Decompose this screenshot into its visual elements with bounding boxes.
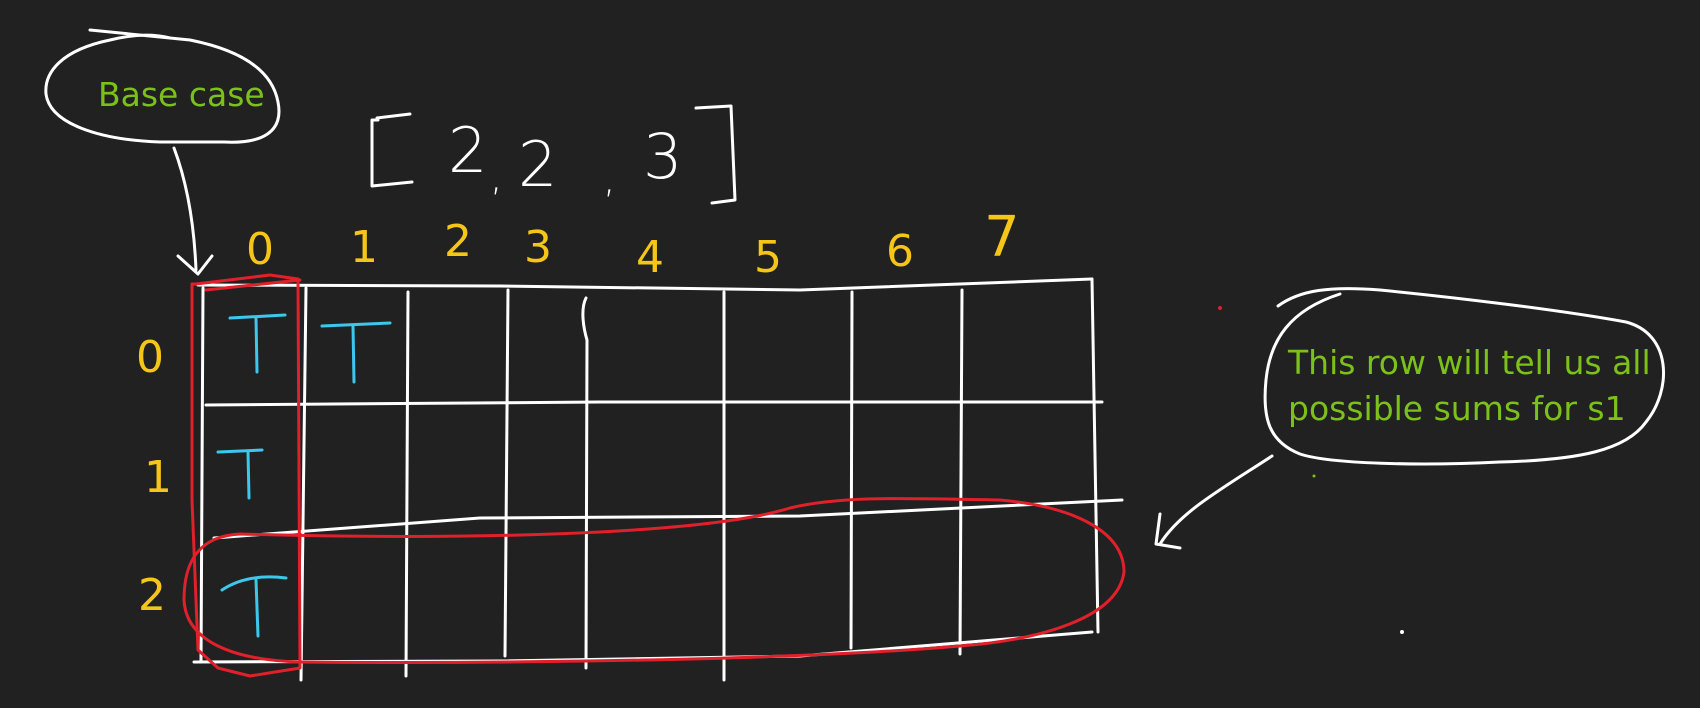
column-labels: 0 1 2 3 4 5 6 7 bbox=[246, 205, 1020, 283]
col-label-1: 1 bbox=[350, 222, 378, 273]
grid-row-line-1 bbox=[204, 400, 1104, 407]
grid-col-line-7 bbox=[958, 288, 964, 656]
col-label-0: 0 bbox=[246, 224, 274, 275]
stray-dot-red bbox=[1218, 306, 1222, 310]
cell-2-0-stroke bbox=[220, 575, 288, 638]
cell-1-0-stroke bbox=[216, 448, 264, 500]
grid-col-line-2 bbox=[404, 290, 410, 678]
base-case-label: Base case bbox=[98, 75, 265, 114]
grid-right-line bbox=[1090, 277, 1100, 634]
array-comma-2: , bbox=[603, 156, 616, 202]
cell-0-1-stroke bbox=[320, 321, 392, 384]
array-item-0: 2 bbox=[448, 114, 487, 187]
row-label-1: 1 bbox=[144, 452, 172, 503]
grid-col-line-4 bbox=[581, 296, 589, 670]
col-label-3: 3 bbox=[524, 222, 552, 273]
row-note-bubble bbox=[1263, 287, 1665, 466]
grid-col-line-1 bbox=[299, 286, 308, 682]
cell-values: T T T T bbox=[216, 313, 392, 638]
col-label-7: 7 bbox=[984, 205, 1020, 270]
row-note-arrowhead bbox=[1154, 512, 1182, 550]
array-item-2: 3 bbox=[643, 120, 682, 193]
row-2-highlight bbox=[182, 496, 1126, 664]
row-note-line-1: This row will tell us all bbox=[1287, 343, 1651, 382]
grid-top-line bbox=[196, 277, 1094, 292]
row-note-callout: This row will tell us all possible sums … bbox=[1154, 287, 1665, 550]
row-labels: 0 1 2 bbox=[136, 332, 172, 621]
row-note-line-2: possible sums for s1 bbox=[1288, 389, 1626, 428]
close-bracket bbox=[694, 104, 737, 205]
cell-0-0-stroke bbox=[228, 313, 287, 374]
col-label-2: 2 bbox=[444, 216, 472, 267]
row-label-0: 0 bbox=[136, 332, 164, 383]
base-case-arrow bbox=[172, 146, 198, 272]
array-item-1: 2 bbox=[518, 128, 557, 201]
base-case-callout: Base case bbox=[44, 28, 281, 276]
col-label-5: 5 bbox=[754, 232, 782, 283]
open-bracket-top bbox=[375, 112, 412, 120]
stray-dot-green bbox=[1312, 474, 1316, 478]
row-label-2: 2 bbox=[138, 570, 166, 621]
dp-grid bbox=[192, 277, 1124, 682]
grid-col-line-6 bbox=[849, 290, 854, 650]
open-bracket bbox=[370, 118, 414, 188]
grid-row-line-2 bbox=[212, 498, 1124, 540]
array-comma-1: , bbox=[490, 154, 503, 200]
col-label-4: 4 bbox=[636, 232, 664, 283]
row-note-arrow bbox=[1158, 454, 1274, 546]
stray-dot-white bbox=[1400, 630, 1404, 634]
grid-col-line-0 bbox=[199, 286, 205, 664]
col-label-6: 6 bbox=[886, 226, 914, 277]
grid-col-line-3 bbox=[503, 288, 510, 658]
base-case-arrowhead bbox=[176, 254, 214, 276]
base-case-column-highlight bbox=[190, 273, 302, 678]
array-label: 2 , 2 , 3 bbox=[370, 104, 737, 205]
base-case-bubble bbox=[44, 28, 281, 144]
